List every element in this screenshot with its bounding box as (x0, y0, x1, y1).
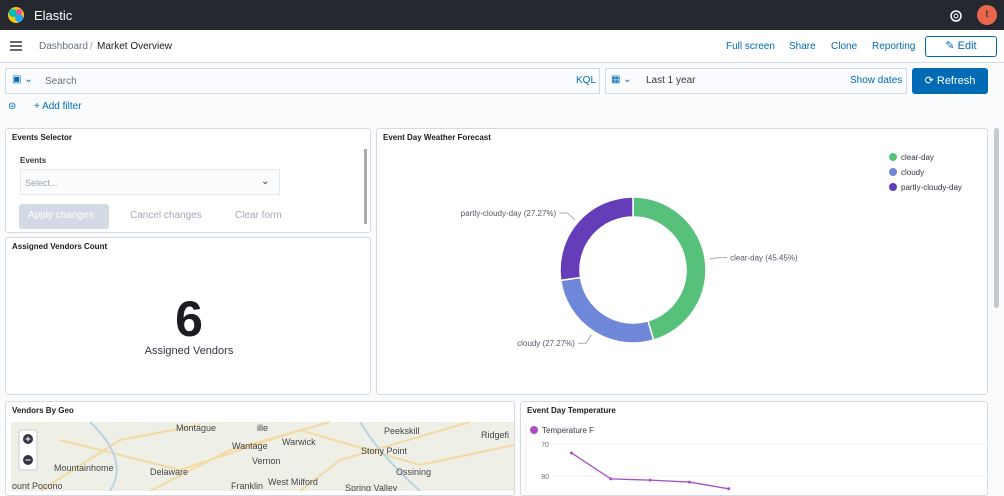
nav-link[interactable]: Share (789, 41, 816, 52)
events-selector-panel: Events Selector Events Select... ⌄ Apply… (5, 128, 371, 233)
nav-link[interactable]: Full screen (726, 41, 775, 52)
select-box[interactable] (20, 169, 280, 195)
search-box[interactable] (5, 68, 600, 94)
scrollbar[interactable] (364, 149, 367, 224)
place-label: ille (257, 423, 268, 433)
search-options[interactable]: ▣ ⌄ (12, 74, 33, 85)
page-scrollbar[interactable] (994, 128, 999, 308)
point (727, 487, 731, 491)
line (571, 452, 729, 490)
panel-title: Events Selector (12, 133, 73, 142)
place-label: Franklin (231, 481, 263, 491)
place-label: Ossining (396, 467, 431, 477)
panel-title: Vendors By Geo (12, 406, 74, 415)
edit-button[interactable]: ✎ Edit (925, 36, 997, 57)
add-filter[interactable]: + Add filter (34, 101, 82, 112)
legend-dot (889, 168, 897, 176)
place-label: Mountainhome (54, 463, 114, 473)
vendors-count-panel: Assigned Vendors Count 6 Assigned Vendor… (5, 237, 371, 395)
legend-dot (889, 153, 897, 161)
place-label: West Milford (268, 477, 318, 487)
metric-label: Assigned Vendors (144, 345, 234, 357)
elastic-logo[interactable] (6, 5, 26, 25)
brand[interactable]: Elastic (34, 8, 73, 23)
refresh-label: Refresh (936, 75, 976, 87)
nav-link[interactable]: Clone (831, 41, 858, 52)
help-icon[interactable] (949, 9, 963, 23)
pie-slice (632, 196, 707, 341)
breadcrumb[interactable]: Dashboard (39, 41, 88, 52)
point (570, 451, 574, 455)
pie-slice (559, 196, 634, 282)
calendar-icon[interactable]: ▦ ⌄ (611, 74, 632, 85)
y-tick-label: 70 (541, 442, 549, 449)
pie-slice (559, 276, 655, 344)
place-label: Stony Point (361, 446, 408, 456)
nav-link[interactable]: Reporting (872, 41, 916, 52)
slice-label: cloudy (27.27%) (517, 339, 575, 348)
metric-value: 6 (175, 291, 203, 347)
place-label: Montague (176, 423, 216, 433)
nav-bar (0, 30, 1004, 63)
show-dates[interactable]: Show dates (850, 75, 903, 86)
date-range: Last 1 year (646, 75, 696, 86)
slice-label: clear-day (45.45%) (730, 254, 798, 263)
panel-title: Event Day Weather Forecast (383, 133, 491, 142)
place-label: Wantage (232, 441, 268, 451)
y-tick-label: 80 (541, 474, 549, 481)
legend-label: cloudy (901, 168, 924, 177)
label-line (577, 334, 592, 344)
place-label: Warwick (282, 437, 316, 447)
panel-title: Assigned Vendors Count (12, 242, 108, 251)
top-bar (0, 0, 1004, 30)
weather-panel: Event Day Weather Forecast (376, 128, 988, 395)
place-label: Spring Valley (345, 483, 398, 491)
select-caret: ⌄ (261, 176, 270, 187)
breadcrumb-sep: / (90, 41, 93, 52)
legend-label: partly-cloudy-day (901, 183, 962, 192)
point (687, 480, 691, 484)
map-roads (39, 421, 515, 491)
field-label: Events (20, 156, 47, 165)
zoom-in-icon (25, 436, 31, 442)
select-placeholder: Select... (25, 178, 58, 188)
edit-label: Edit (957, 40, 977, 52)
cancel-button[interactable]: Cancel changes (130, 210, 202, 221)
search-placeholder: Search (45, 76, 77, 87)
kql-toggle[interactable]: KQL (576, 75, 597, 86)
point (609, 477, 613, 481)
map-rivers (89, 421, 421, 491)
legend-dot (889, 183, 897, 191)
legend-dot (530, 426, 538, 434)
temperature-panel: Event Day Temperature (520, 401, 988, 496)
place-label: Vernon (252, 456, 281, 466)
place-label: Peekskill (384, 426, 420, 436)
slice-label: partly-cloudy-day (27.27%) (461, 209, 557, 218)
apply-button[interactable] (19, 204, 109, 229)
filter-icon[interactable]: ⊜ (8, 101, 17, 112)
clear-button[interactable]: Clear form (235, 210, 282, 221)
point (648, 478, 652, 482)
place-label: Ridgefi (481, 430, 509, 440)
label-line (559, 212, 576, 220)
refresh-button[interactable]: ⟳ Refresh (912, 68, 988, 94)
breadcrumb: Market Overview (97, 41, 173, 52)
legend-label: Temperature F (542, 426, 594, 435)
date-box[interactable] (605, 68, 907, 94)
menu-icon[interactable] (10, 41, 22, 51)
place-label: Delaware (150, 467, 188, 477)
label-line (709, 257, 728, 260)
panel-title: Event Day Temperature (527, 406, 616, 415)
place-label: ount Pocono (12, 481, 63, 491)
legend-label: clear-day (901, 153, 934, 162)
apply-label: Apply changes (28, 210, 94, 221)
avatar[interactable]: t (977, 5, 997, 25)
